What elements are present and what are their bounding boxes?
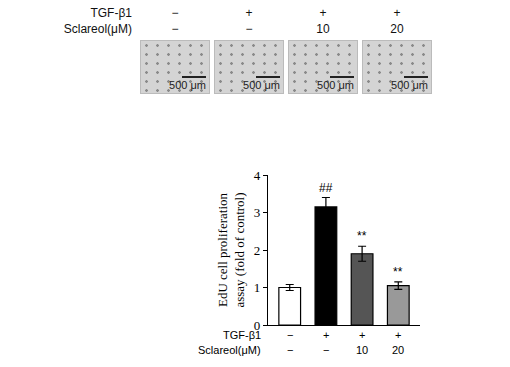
svg-text:Sclareol(μM): Sclareol(μM) bbox=[198, 344, 261, 356]
svg-text:EdU cell proliferationassay (f: EdU cell proliferationassay (fold of con… bbox=[215, 192, 247, 307]
html-text:10: 10 bbox=[316, 22, 330, 36]
svg-text:##: ## bbox=[319, 181, 333, 195]
svg-text:4: 4 bbox=[254, 168, 261, 183]
html-text:500 μm: 500 μm bbox=[243, 79, 280, 91]
svg-text:+: + bbox=[359, 329, 365, 341]
svg-text:−: − bbox=[287, 329, 293, 341]
svg-text:+: + bbox=[395, 329, 401, 341]
html-text:20: 20 bbox=[390, 22, 404, 36]
html-text:500 μm: 500 μm bbox=[317, 79, 354, 91]
svg-text:20: 20 bbox=[392, 344, 404, 356]
svg-text:−: − bbox=[323, 344, 329, 356]
svg-text:**: ** bbox=[393, 265, 403, 279]
svg-text:+: + bbox=[323, 329, 329, 341]
svg-text:3: 3 bbox=[254, 205, 261, 220]
svg-text:2: 2 bbox=[254, 243, 261, 258]
svg-text:1: 1 bbox=[254, 280, 261, 295]
html-text:500 μm: 500 μm bbox=[391, 79, 428, 91]
html-text:Sclareol(μM): Sclareol(μM) bbox=[63, 22, 132, 36]
svg-text:−: − bbox=[287, 344, 293, 356]
html-text:500 μm: 500 μm bbox=[169, 79, 206, 91]
svg-text:0: 0 bbox=[254, 318, 261, 333]
html-text:TGF-β1: TGF-β1 bbox=[90, 6, 132, 20]
svg-text:TGF-β1: TGF-β1 bbox=[223, 329, 261, 341]
svg-text:**: ** bbox=[357, 229, 367, 243]
svg-text:10: 10 bbox=[356, 344, 368, 356]
